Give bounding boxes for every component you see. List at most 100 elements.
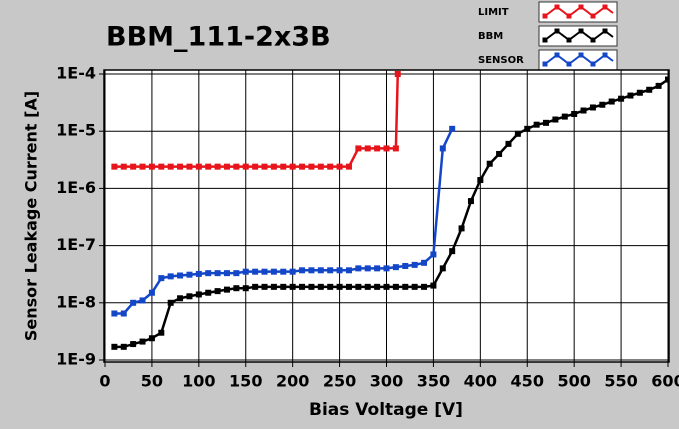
data-point — [383, 265, 390, 272]
legend: LIMIT BBM SENSOR — [478, 1, 618, 71]
data-point — [327, 267, 334, 274]
data-point — [120, 163, 127, 170]
data-point — [392, 283, 399, 290]
legend-marker — [578, 52, 584, 58]
data-point — [270, 163, 277, 170]
data-point — [467, 198, 474, 205]
legend-marker — [566, 61, 572, 67]
data-point — [111, 343, 118, 350]
legend-marker — [554, 28, 560, 34]
data-point — [242, 163, 249, 170]
data-point — [130, 341, 137, 348]
data-point — [317, 267, 324, 274]
series-group — [111, 71, 669, 350]
data-point — [252, 163, 259, 170]
y-tick-label: 1E-6 — [56, 178, 96, 197]
data-point — [167, 163, 174, 170]
data-point — [411, 283, 418, 290]
data-point — [543, 119, 550, 126]
data-point — [439, 145, 446, 152]
data-point — [148, 163, 155, 170]
data-point — [505, 140, 512, 147]
x-tick-label: 450 — [511, 372, 544, 391]
data-point — [561, 113, 568, 120]
data-point — [120, 310, 127, 317]
data-point — [327, 163, 334, 170]
data-point — [327, 283, 334, 290]
y-tick-label: 1E-4 — [56, 64, 96, 83]
data-point — [449, 125, 456, 132]
data-point — [186, 293, 193, 300]
data-point — [205, 163, 212, 170]
data-point — [392, 145, 399, 152]
data-point — [496, 150, 503, 157]
data-point — [665, 76, 669, 83]
data-point — [158, 275, 165, 282]
data-point — [289, 283, 296, 290]
data-point — [148, 335, 155, 342]
data-point — [242, 285, 249, 292]
data-point — [177, 163, 184, 170]
data-point — [636, 89, 643, 96]
data-point — [280, 268, 287, 275]
data-point — [289, 163, 296, 170]
data-point — [223, 163, 230, 170]
y-tick-label: 1E-9 — [56, 350, 96, 369]
data-point — [167, 273, 174, 280]
data-point — [111, 163, 118, 170]
data-point — [345, 283, 352, 290]
data-point — [421, 259, 428, 266]
data-point — [618, 95, 625, 102]
legend-marker — [602, 28, 608, 34]
data-point — [308, 283, 315, 290]
legend-label: SENSOR — [478, 55, 524, 66]
legend-label: BBM — [478, 31, 503, 42]
x-tick-label: 550 — [604, 372, 637, 391]
x-tick-label: 400 — [464, 372, 497, 391]
legend-label: LIMIT — [478, 7, 509, 18]
data-point — [449, 248, 456, 255]
data-point — [205, 270, 212, 277]
data-point — [158, 163, 165, 170]
x-tick-label: 100 — [182, 372, 215, 391]
data-point — [364, 145, 371, 152]
data-point — [186, 271, 193, 278]
data-point — [186, 163, 193, 170]
data-point — [364, 283, 371, 290]
chart-title: BBM_111-2x3B — [106, 22, 331, 53]
data-point — [299, 163, 306, 170]
data-point — [139, 338, 146, 345]
data-point — [233, 285, 240, 292]
data-point — [195, 270, 202, 277]
data-point — [280, 283, 287, 290]
data-point — [177, 295, 184, 302]
data-point — [299, 267, 306, 274]
data-point — [394, 71, 401, 77]
legend-marker — [590, 61, 596, 67]
data-point — [411, 261, 418, 268]
data-point — [148, 289, 155, 296]
legend-marker — [554, 52, 560, 58]
data-point — [130, 163, 137, 170]
data-point — [439, 265, 446, 272]
x-tick-label: 50 — [141, 372, 163, 391]
y-tick-label: 1E-7 — [56, 235, 96, 254]
data-point — [242, 268, 249, 275]
data-point — [421, 283, 428, 290]
x-tick-label: 600 — [651, 372, 679, 391]
x-axis-label: Bias Voltage [V] — [309, 400, 463, 420]
data-point — [355, 265, 362, 272]
data-point — [430, 251, 437, 258]
data-point — [458, 225, 465, 232]
data-point — [589, 104, 596, 111]
data-point — [261, 268, 268, 275]
data-point — [139, 163, 146, 170]
data-point — [514, 130, 521, 137]
data-point — [655, 82, 662, 89]
data-point — [486, 160, 493, 167]
data-point — [214, 288, 221, 295]
data-point — [374, 265, 381, 272]
legend-marker — [542, 13, 548, 19]
data-point — [533, 121, 540, 128]
